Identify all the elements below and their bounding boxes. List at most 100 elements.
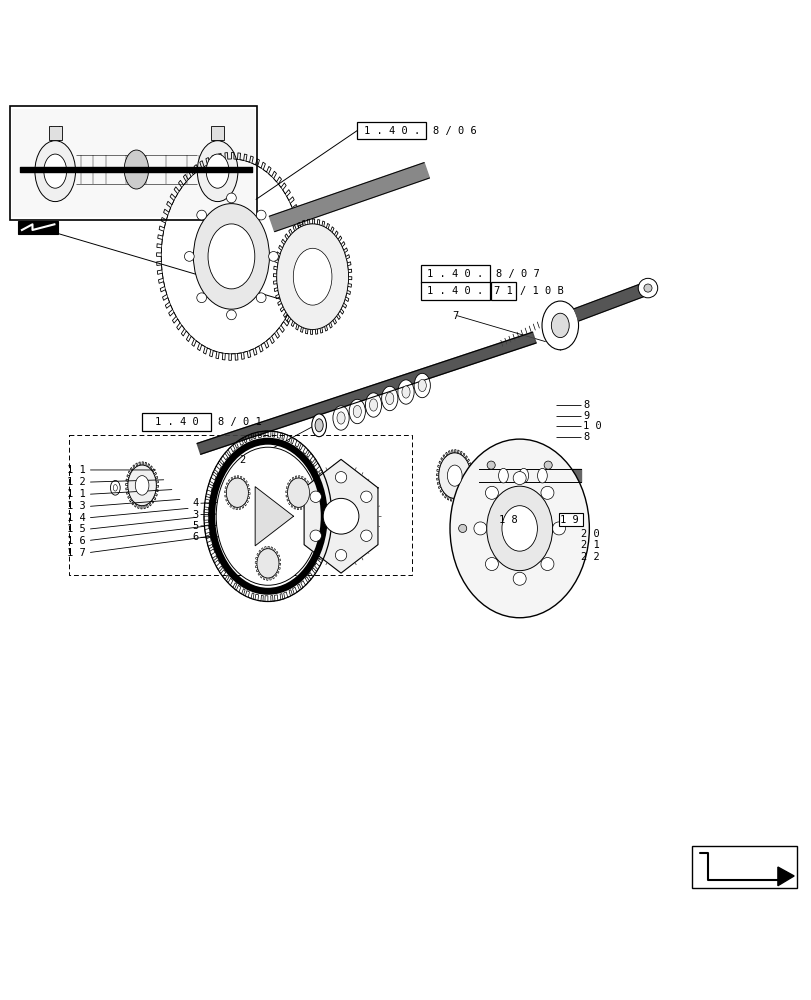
Text: 8 / 0 6: 8 / 0 6 [432,126,476,136]
Text: 1 0: 1 0 [582,421,601,431]
Circle shape [485,486,498,499]
Ellipse shape [537,468,547,483]
Circle shape [226,310,236,320]
Circle shape [335,472,346,483]
Circle shape [226,193,236,203]
Ellipse shape [381,386,397,411]
Ellipse shape [128,465,156,506]
Text: 1 5: 1 5 [67,524,85,534]
Bar [691,846,796,888]
Text: 1 9: 1 9 [560,515,578,525]
Polygon shape [255,487,294,546]
Circle shape [335,550,346,561]
Ellipse shape [369,399,377,411]
Bar [211,126,224,140]
Text: 7: 7 [452,311,458,321]
Polygon shape [197,332,535,454]
Text: 1 . 4 0 .: 1 . 4 0 . [427,286,483,296]
Bar [18,221,58,234]
Bar [491,282,515,300]
Text: 4: 4 [192,498,199,508]
Ellipse shape [293,248,332,305]
Ellipse shape [401,386,410,398]
Circle shape [637,278,657,298]
Text: 1 1: 1 1 [67,489,85,499]
Text: 6: 6 [192,532,199,542]
Polygon shape [777,867,793,886]
Ellipse shape [35,141,75,202]
Text: 1 6: 1 6 [67,536,85,546]
Text: 8 / 0 7: 8 / 0 7 [496,269,539,279]
Text: 2 1: 2 1 [581,540,599,550]
Ellipse shape [44,154,67,188]
Circle shape [360,530,371,541]
Ellipse shape [438,453,470,498]
Ellipse shape [135,476,148,495]
Polygon shape [478,469,580,482]
Text: 1 . 4 0: 1 . 4 0 [155,417,198,427]
Polygon shape [304,459,377,573]
Circle shape [543,461,551,469]
Circle shape [513,572,526,585]
Circle shape [540,486,553,499]
Circle shape [268,252,278,261]
Ellipse shape [206,154,229,188]
Ellipse shape [397,380,414,404]
Circle shape [256,293,266,303]
Ellipse shape [551,313,569,338]
Circle shape [256,210,266,220]
Ellipse shape [414,373,430,398]
Ellipse shape [315,419,323,432]
Circle shape [513,472,526,485]
Text: 1 4: 1 4 [67,513,85,523]
Bar [142,413,211,431]
Ellipse shape [353,405,361,418]
Text: 2 0: 2 0 [581,529,599,539]
Text: 2: 2 [239,455,246,465]
Bar [10,106,257,220]
Ellipse shape [365,393,381,417]
Circle shape [474,522,487,535]
Ellipse shape [333,406,349,430]
Circle shape [184,252,194,261]
Bar [420,282,489,300]
Text: 7 1: 7 1 [493,286,513,296]
Text: 1 7: 1 7 [67,548,85,558]
Ellipse shape [385,392,393,405]
Ellipse shape [498,468,508,483]
Circle shape [310,530,321,541]
Polygon shape [269,163,429,232]
Ellipse shape [542,301,577,350]
Circle shape [196,210,206,220]
Ellipse shape [216,447,320,585]
Text: / 1 0 B: / 1 0 B [520,286,564,296]
Circle shape [540,558,553,571]
Bar [420,265,489,283]
Text: 1 3: 1 3 [67,501,85,511]
Ellipse shape [447,465,461,486]
Ellipse shape [193,204,269,309]
Circle shape [485,558,498,571]
Ellipse shape [449,439,589,618]
Text: 1 . 4 0 .: 1 . 4 0 . [427,269,483,279]
Ellipse shape [277,224,348,329]
Text: 1 . 4 0 .: 1 . 4 0 . [363,126,419,136]
Ellipse shape [486,486,552,571]
Bar [49,126,62,140]
Text: 1 1: 1 1 [67,465,85,475]
Bar [558,513,582,526]
Circle shape [643,284,651,292]
Ellipse shape [287,478,309,507]
Circle shape [551,522,564,535]
Circle shape [360,491,371,502]
Bar [12,109,255,217]
Ellipse shape [208,224,255,289]
Ellipse shape [337,412,345,424]
Text: 2 2: 2 2 [581,552,599,562]
Text: 5: 5 [192,521,199,531]
Bar [357,122,426,139]
Ellipse shape [110,481,120,495]
Ellipse shape [418,379,426,392]
Ellipse shape [349,399,365,424]
Ellipse shape [257,549,279,578]
